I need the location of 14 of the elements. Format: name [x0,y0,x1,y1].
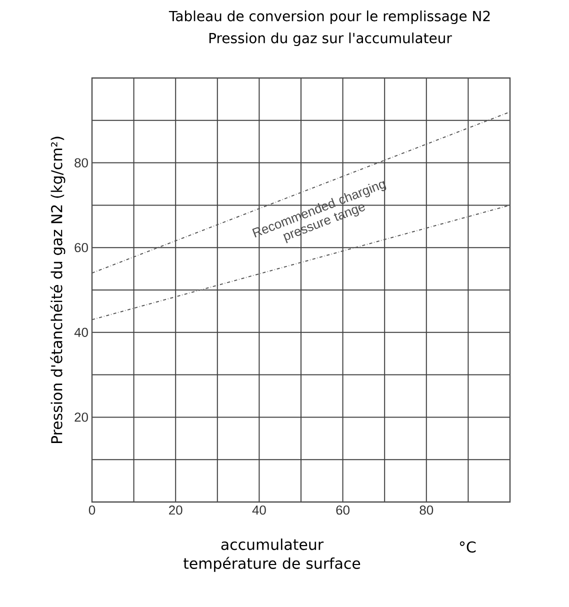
x-tick-label: 80 [420,506,434,515]
y-tick-label: 40 [74,328,88,337]
x-tick-label: 0 [88,506,96,515]
y-axis-title: Pression d'étanchéité du gaz N2 (kg/cm²) [50,136,66,443]
chart-subtitle: Pression du gaz sur l'accumulateur [209,32,452,46]
y-tick-label: 20 [74,412,88,422]
x-axis-title: accumulateur température de surface [184,538,360,572]
chart-title: Tableau de conversion pour le remplissage N2 [168,10,490,24]
x-tick-label: 60 [336,506,350,515]
text: °C [460,541,476,553]
x-tick-label: 40 [252,506,266,515]
y-tick-label: 80 [74,158,88,168]
y-tick-label: 60 [74,243,88,252]
x-tick-label: 20 [169,506,182,515]
